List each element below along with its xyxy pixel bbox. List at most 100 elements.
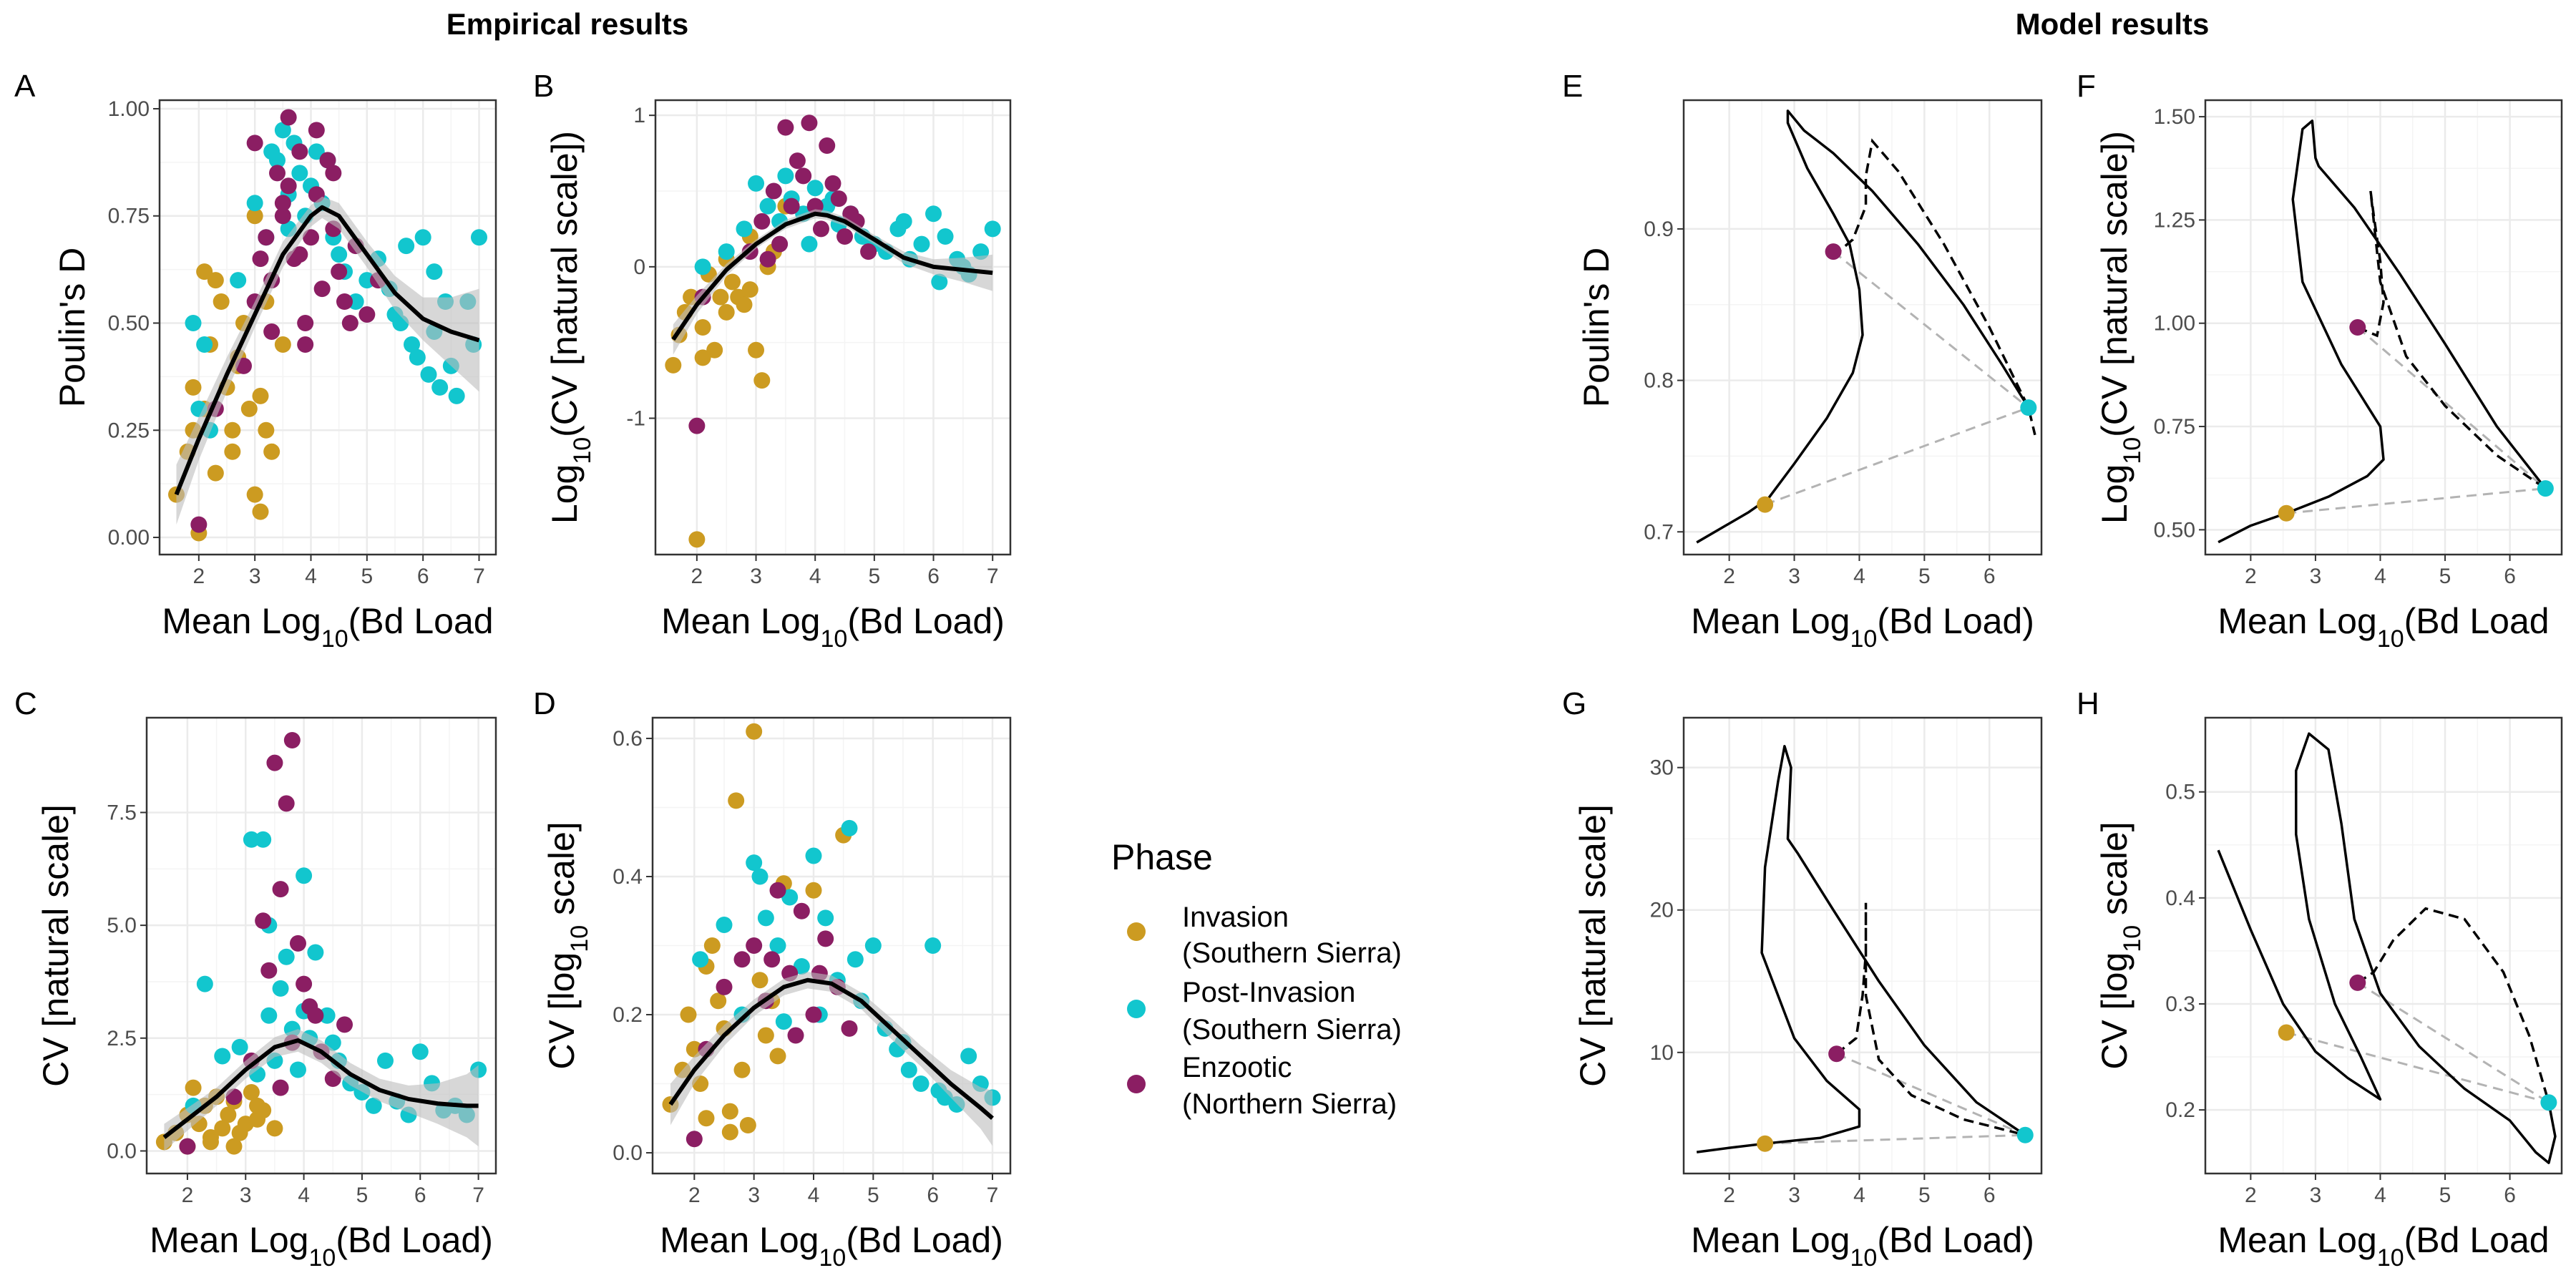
- x-tick-label: 2: [182, 1184, 194, 1207]
- point-invasion: [710, 992, 727, 1010]
- point-enzootic: [783, 197, 800, 215]
- point-enzootic: [336, 293, 353, 311]
- point-post-invasion: [751, 868, 769, 885]
- y-tick-label: 10: [1650, 1041, 1674, 1065]
- y-tick-label: 1.00: [108, 97, 150, 121]
- x-tick-label: 2: [192, 565, 205, 588]
- x-tick-label: 2: [1723, 565, 1735, 588]
- point-post-invasion: [231, 1038, 248, 1055]
- point-post-invasion: [365, 1097, 382, 1114]
- point-enzootic: [787, 1027, 804, 1044]
- x-tick-label: 5: [356, 1184, 369, 1207]
- point-invasion: [753, 372, 771, 389]
- x-tick-label: 6: [2504, 1184, 2516, 1207]
- plot-area: [2218, 119, 2554, 544]
- point-invasion: [224, 421, 241, 439]
- point-post-invasion: [291, 165, 308, 182]
- y-tick-label: 0: [633, 255, 645, 279]
- point-invasion: [240, 400, 258, 417]
- point-post-invasion: [331, 246, 348, 263]
- point-post-invasion: [777, 167, 794, 185]
- legend-invasion-line2: (Southern Sierra): [1182, 937, 1402, 969]
- y-tick-label: 0.75: [2154, 415, 2195, 439]
- point-post-invasion: [793, 957, 810, 975]
- point-invasion: [721, 1123, 738, 1141]
- point-enzootic: [801, 114, 818, 132]
- point-post-invasion: [307, 944, 324, 961]
- legend-post-invasion-line2: (Southern Sierra): [1182, 1014, 1402, 1045]
- x-tick-label: 3: [1788, 565, 1800, 588]
- confidence-band: [176, 196, 479, 525]
- point-enzootic: [1825, 243, 1842, 260]
- point-enzootic: [793, 902, 810, 919]
- y-tick-label: 0.2: [2165, 1098, 2195, 1122]
- x-axis-title: Mean Log10(Bd Load: [2218, 601, 2549, 653]
- y-tick-label: 20: [1650, 899, 1674, 922]
- x-tick-label: 4: [2374, 565, 2386, 588]
- point-post-invasion: [2537, 480, 2554, 497]
- point-enzootic: [280, 109, 297, 126]
- point-invasion: [266, 1120, 283, 1137]
- point-post-invasion: [411, 1043, 429, 1060]
- point-enzootic: [325, 165, 342, 182]
- y-tick-label: -1: [626, 407, 645, 431]
- point-post-invasion: [736, 220, 753, 238]
- point-enzootic: [765, 182, 782, 200]
- point-post-invasion: [900, 1061, 917, 1078]
- x-tick-label: 5: [2439, 565, 2451, 588]
- point-post-invasion: [426, 263, 443, 280]
- connector-invasion-post: [1765, 1133, 2026, 1145]
- point-post-invasion: [318, 1007, 336, 1024]
- panel-border: [2204, 716, 2563, 1175]
- plot-area: [1696, 109, 2037, 544]
- point-enzootic: [2349, 974, 2366, 991]
- point-invasion: [703, 937, 721, 954]
- x-tick-label: 6: [2504, 565, 2516, 588]
- x-axis-title: Mean Log10(Bd Load): [660, 1220, 1003, 1272]
- x-tick-label: 7: [987, 565, 999, 588]
- x-tick-label: 2: [2245, 1184, 2257, 1207]
- point-enzootic: [291, 143, 308, 160]
- point-post-invasion: [841, 819, 858, 836]
- legend-enzootic-line1: Enzootic: [1182, 1052, 1292, 1083]
- point-post-invasion: [448, 387, 465, 404]
- trajectory-solid: [1696, 745, 2026, 1153]
- point-invasion: [721, 1103, 738, 1120]
- panel-border: [2204, 99, 2563, 556]
- x-tick-label: 6: [1984, 1184, 1996, 1207]
- point-enzootic: [836, 228, 854, 245]
- point-post-invasion: [414, 229, 431, 246]
- point-enzootic: [289, 935, 306, 952]
- empirical-results-title: Empirical results: [447, 7, 688, 41]
- trajectory-dashed: [1832, 138, 2036, 436]
- point-enzootic: [296, 975, 313, 992]
- point-post-invasion: [214, 1048, 231, 1065]
- panel-border: [654, 99, 1012, 556]
- point-invasion: [751, 972, 769, 989]
- x-tick-label: 4: [2374, 1184, 2386, 1207]
- point-post-invasion: [260, 1007, 278, 1024]
- point-invasion: [252, 503, 269, 520]
- x-tick-label: 5: [1918, 1184, 1931, 1207]
- point-invasion: [739, 1116, 756, 1133]
- x-tick-label: 2: [1723, 1184, 1735, 1207]
- panel-letter: F: [2077, 69, 2096, 104]
- y-tick-label: 0.00: [108, 526, 150, 550]
- x-tick-label: 6: [927, 565, 940, 588]
- point-invasion: [207, 272, 224, 289]
- point-post-invasion: [984, 220, 1001, 238]
- x-tick-label: 6: [417, 565, 429, 588]
- point-enzootic: [258, 229, 275, 246]
- point-enzootic: [860, 243, 877, 260]
- connector-enzootic-post: [1833, 250, 2029, 409]
- point-invasion: [698, 1110, 715, 1127]
- x-axis-title: Mean Log10(Bd Load: [162, 601, 493, 653]
- point-post-invasion: [274, 122, 291, 139]
- model-results-title: Model results: [2016, 7, 2210, 41]
- y-tick-label: 0.3: [2165, 992, 2195, 1016]
- y-tick-label: 0.50: [2154, 518, 2195, 542]
- point-enzootic: [303, 229, 319, 246]
- point-post-invasion: [289, 1061, 306, 1078]
- x-tick-label: 3: [748, 1184, 760, 1207]
- y-tick-label: 0.75: [108, 205, 150, 228]
